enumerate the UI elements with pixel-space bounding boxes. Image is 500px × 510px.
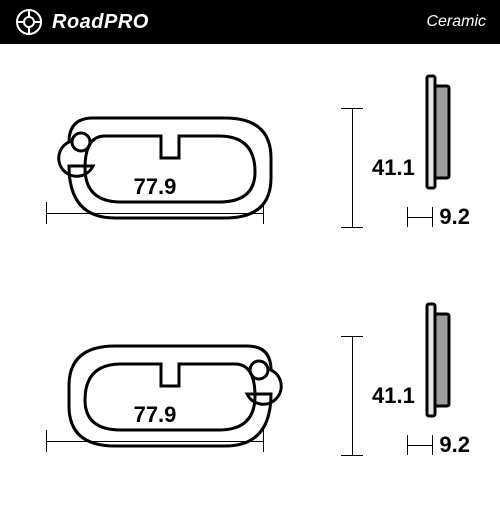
profile-block-1: 9.2 — [407, 72, 470, 230]
width-dimension-1: 77.9 — [46, 202, 264, 224]
header-bar: RoadPRO Ceramic — [0, 0, 500, 44]
pad-face-zone-2: 77.9 — [0, 326, 340, 466]
pad-type-label: Ceramic — [426, 13, 486, 31]
diagram-content: 77.9 41.1 9.2 — [0, 44, 500, 500]
profile-block-2: 9.2 — [407, 300, 470, 458]
brand-name: RoadPRO — [52, 11, 149, 34]
pad-face-zone-1: 77.9 — [0, 98, 340, 238]
height-dimension-1 — [340, 108, 364, 228]
brand-block: RoadPRO — [14, 7, 149, 37]
thickness-dimension-2: 9.2 — [407, 432, 470, 458]
width-dimension-2: 77.9 — [46, 430, 264, 452]
height-dimension-2 — [340, 336, 364, 456]
width-value-1: 77.9 — [134, 174, 177, 200]
brake-pad-profile-icon — [423, 72, 455, 192]
thickness-dimension-1: 9.2 — [407, 204, 470, 230]
width-value-2: 77.9 — [134, 402, 177, 428]
thickness-value-2: 9.2 — [439, 432, 470, 458]
thickness-value-1: 9.2 — [439, 204, 470, 230]
brand-logo-icon — [14, 7, 44, 37]
brake-pad-profile-icon — [423, 300, 455, 420]
